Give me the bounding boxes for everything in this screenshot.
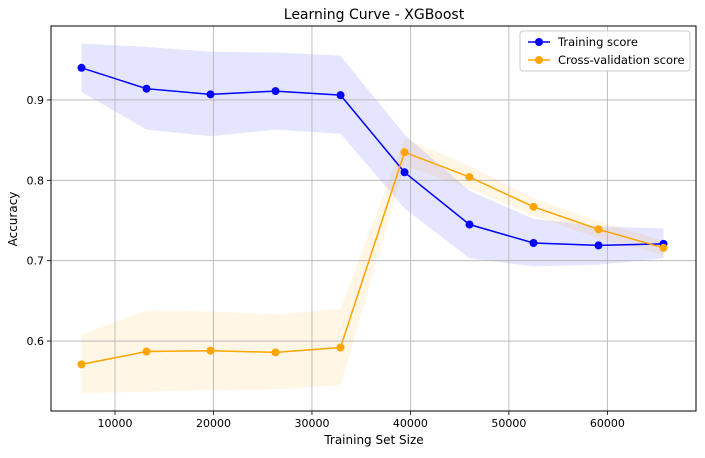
series-lines xyxy=(81,67,664,366)
grid-lines xyxy=(51,26,696,411)
series-points xyxy=(77,63,668,369)
legend-cross-validation-marker xyxy=(535,56,543,64)
band-training xyxy=(81,43,664,267)
training-score-point xyxy=(142,84,151,93)
y-tick-label: 0.7 xyxy=(27,255,45,268)
x-tick-label: 40000 xyxy=(393,417,428,430)
cross-validation-score-point xyxy=(465,173,474,182)
legend-training-marker xyxy=(535,38,543,46)
x-axis-label: Training Set Size xyxy=(323,433,423,447)
x-tick-label: 20000 xyxy=(196,417,231,430)
training-score-point xyxy=(400,168,409,177)
y-axis-label: Accuracy xyxy=(6,192,20,247)
legend-cross-validation-label: Cross-validation score xyxy=(558,53,685,67)
cross-validation-score-point xyxy=(400,148,409,157)
cross-validation-score-point xyxy=(529,202,538,211)
training-score-point xyxy=(206,90,215,99)
cross-validation-score-point xyxy=(659,243,668,252)
legend-box xyxy=(519,30,691,72)
y-tick-label: 0.8 xyxy=(27,174,45,187)
cross-validation-score-point xyxy=(77,360,86,369)
y-tick-label: 0.9 xyxy=(27,94,45,107)
x-tick-label: 60000 xyxy=(590,417,625,430)
training-score-line xyxy=(81,67,664,247)
y-tick-label: 0.6 xyxy=(27,335,45,348)
confidence-bands xyxy=(81,43,664,394)
cross-validation-score-point xyxy=(594,225,603,234)
training-score-point xyxy=(529,239,538,248)
cross-validation-score-line xyxy=(81,151,664,366)
x-tick-label: 30000 xyxy=(294,417,329,430)
cross-validation-score-point xyxy=(206,346,215,355)
legend-training-label: Training score xyxy=(557,35,638,49)
training-score-point xyxy=(77,63,86,72)
training-score-point xyxy=(336,91,345,100)
x-tick-label: 10000 xyxy=(98,417,133,430)
cross-validation-score-point xyxy=(142,347,151,356)
cross-validation-score-point xyxy=(336,343,345,352)
x-tick-label: 50000 xyxy=(491,417,526,430)
training-score-point xyxy=(465,220,474,229)
band-cross-validation xyxy=(81,138,664,394)
chart-title: Learning Curve - XGBoost xyxy=(284,7,465,23)
training-score-point xyxy=(271,87,280,96)
plot-frame xyxy=(50,25,697,412)
training-score-point xyxy=(594,241,603,250)
x-axis-ticks: 10000 20000 30000 40000 50000 60000 xyxy=(98,411,625,430)
legend: Training score Cross-validation score xyxy=(519,30,691,72)
y-axis-ticks: 0.6 0.7 0.8 0.9 xyxy=(27,94,51,348)
cross-validation-score-point xyxy=(271,348,280,357)
